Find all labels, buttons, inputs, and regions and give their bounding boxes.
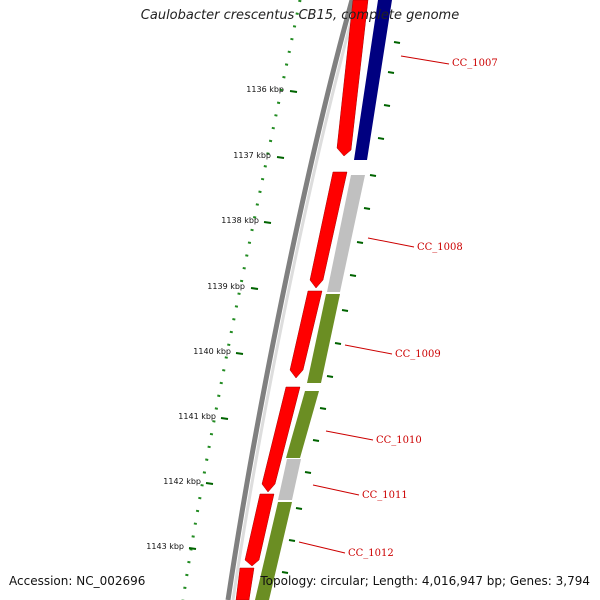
feature-cc1012-forward[interactable] <box>235 567 255 600</box>
gene-label-cc1009[interactable]: CC_1009 <box>395 349 441 360</box>
gene-label-lines <box>298 55 450 554</box>
gene-labels: CC_1007 CC_1008 CC_1009 CC_1010 CC_1011 … <box>348 58 498 559</box>
gene-label-cc1012[interactable]: CC_1012 <box>348 548 394 559</box>
feature-cc1011-reverse[interactable] <box>278 459 301 500</box>
feature-cc1012-reverse[interactable] <box>255 502 292 600</box>
backbone-arc-outer <box>231 0 359 600</box>
reverse-strand <box>255 0 392 600</box>
ruler-labels: 1136 kbp 1137 kbp 1138 kbp 1139 kbp 1140… <box>146 85 284 551</box>
backbone-arc <box>225 0 355 600</box>
ruler-label: 1136 kbp <box>246 85 284 94</box>
feature-cc1008-forward[interactable] <box>309 171 348 289</box>
feature-cc1009-reverse[interactable] <box>307 294 340 383</box>
genome-summary-text: Topology: circular; Length: 4,016,947 bp… <box>260 574 590 588</box>
feature-cc1007-forward[interactable] <box>336 0 369 157</box>
ruler-label: 1139 kbp <box>207 282 245 291</box>
gene-label-cc1010[interactable]: CC_1010 <box>376 435 422 446</box>
gene-label-cc1011[interactable]: CC_1011 <box>362 490 408 501</box>
feature-cc1011-forward[interactable] <box>244 493 275 567</box>
feature-cc1010-forward[interactable] <box>261 386 301 493</box>
outer-ticks <box>281 41 401 574</box>
ruler-label: 1138 kbp <box>221 216 259 225</box>
ruler-label: 1137 kbp <box>233 151 271 160</box>
feature-cc1009-forward[interactable] <box>289 290 323 379</box>
feature-cc1008-reverse[interactable] <box>327 175 365 292</box>
feature-cc1007-reverse[interactable] <box>354 0 392 160</box>
forward-strand <box>235 0 369 600</box>
gene-label-cc1007[interactable]: CC_1007 <box>452 58 498 69</box>
accession-text: Accession: NC_002696 <box>9 574 146 588</box>
ruler-label: 1140 kbp <box>193 347 231 356</box>
map-title: Caulobacter crescentus CB15, complete ge… <box>140 8 460 23</box>
ruler-label: 1141 kbp <box>178 412 216 421</box>
ruler-label: 1142 kbp <box>163 477 201 486</box>
ruler-major-ticks <box>188 90 298 550</box>
ruler-label: 1143 kbp <box>146 542 184 551</box>
gene-label-cc1008[interactable]: CC_1008 <box>417 242 463 253</box>
feature-cc1010-reverse[interactable] <box>286 391 319 458</box>
